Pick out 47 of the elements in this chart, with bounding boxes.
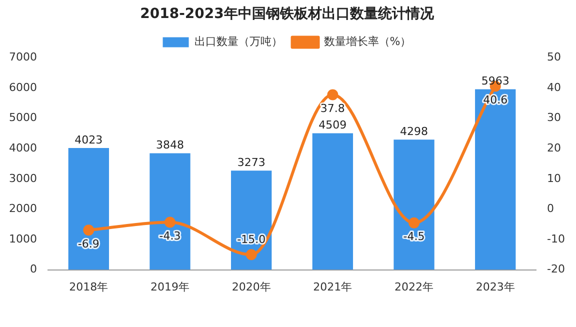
x-tick-label: 2018年 xyxy=(69,280,108,294)
x-tick-label: 2023年 xyxy=(476,280,515,294)
x-tick-label: 2019年 xyxy=(150,280,190,294)
legend-label: 数量增长率（%） xyxy=(324,35,412,48)
data-label: 4298 xyxy=(400,124,428,138)
y2-tick-label: 0 xyxy=(547,202,554,216)
y-tick-label: 4000 xyxy=(8,142,37,155)
bar xyxy=(231,170,272,270)
chart-title: 2018-2023年中国钢铁板材出口数量统计情况 xyxy=(140,5,435,22)
data-label: 3848 xyxy=(156,138,184,152)
data-label: -4.5 xyxy=(403,230,425,244)
y-tick-label: 6000 xyxy=(8,80,37,94)
data-label: 4509 xyxy=(318,118,347,132)
y2-tick-label: 10 xyxy=(547,172,562,185)
y-tick-label: 1000 xyxy=(8,232,37,246)
point xyxy=(327,89,338,100)
y2-tick-label: 30 xyxy=(547,111,562,124)
x-tick-label: 2021年 xyxy=(313,280,352,294)
bar xyxy=(394,140,434,270)
y2-tick-label: -10 xyxy=(547,232,565,246)
point xyxy=(164,216,176,228)
data-label: -6.9 xyxy=(78,237,100,250)
bar xyxy=(475,89,516,270)
y2-tick-label: -20 xyxy=(547,262,565,276)
data-label: -4.3 xyxy=(159,230,181,243)
y-tick-label: 5000 xyxy=(8,111,37,124)
y-tick-label: 3000 xyxy=(8,172,37,185)
data-label: 4023 xyxy=(74,133,103,146)
y-tick-label: 2000 xyxy=(8,202,37,216)
bar xyxy=(150,153,190,270)
point xyxy=(408,217,420,228)
x-tick-label: 2020年 xyxy=(232,280,271,294)
y-tick-label: 0 xyxy=(30,262,37,276)
y-tick-label: 7000 xyxy=(8,50,37,64)
point xyxy=(246,249,257,260)
bar xyxy=(312,133,354,270)
data-label: 37.8 xyxy=(320,102,345,116)
data-label: -15.0 xyxy=(237,233,266,246)
bar xyxy=(68,148,109,270)
data-label: 5963 xyxy=(481,74,510,88)
y2-tick-label: 40 xyxy=(547,80,562,94)
point xyxy=(83,224,94,236)
data-label: 3273 xyxy=(237,156,266,170)
legend-label: 出口数量（万吨） xyxy=(194,35,282,48)
x-tick-label: 2022年 xyxy=(394,280,434,294)
y2-tick-label: 20 xyxy=(547,142,562,155)
y2-tick-label: 50 xyxy=(547,50,562,64)
